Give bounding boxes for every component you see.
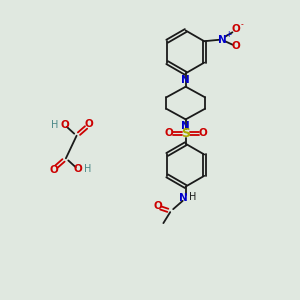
Text: O: O [60,120,69,130]
Text: -: - [241,20,243,29]
Text: O: O [199,128,207,138]
Text: S: S [181,127,190,140]
Text: O: O [153,201,162,211]
Text: O: O [164,128,173,138]
Text: H: H [84,164,91,174]
Text: O: O [232,41,241,51]
Text: O: O [85,119,93,129]
Text: H: H [188,192,196,202]
Text: O: O [74,164,82,174]
Text: O: O [231,24,240,34]
Text: O: O [49,165,58,175]
Text: +: + [225,30,232,39]
Text: N: N [218,35,226,45]
Text: N: N [179,193,188,203]
Text: N: N [181,75,190,85]
Text: N: N [181,121,190,131]
Text: H: H [51,120,58,130]
